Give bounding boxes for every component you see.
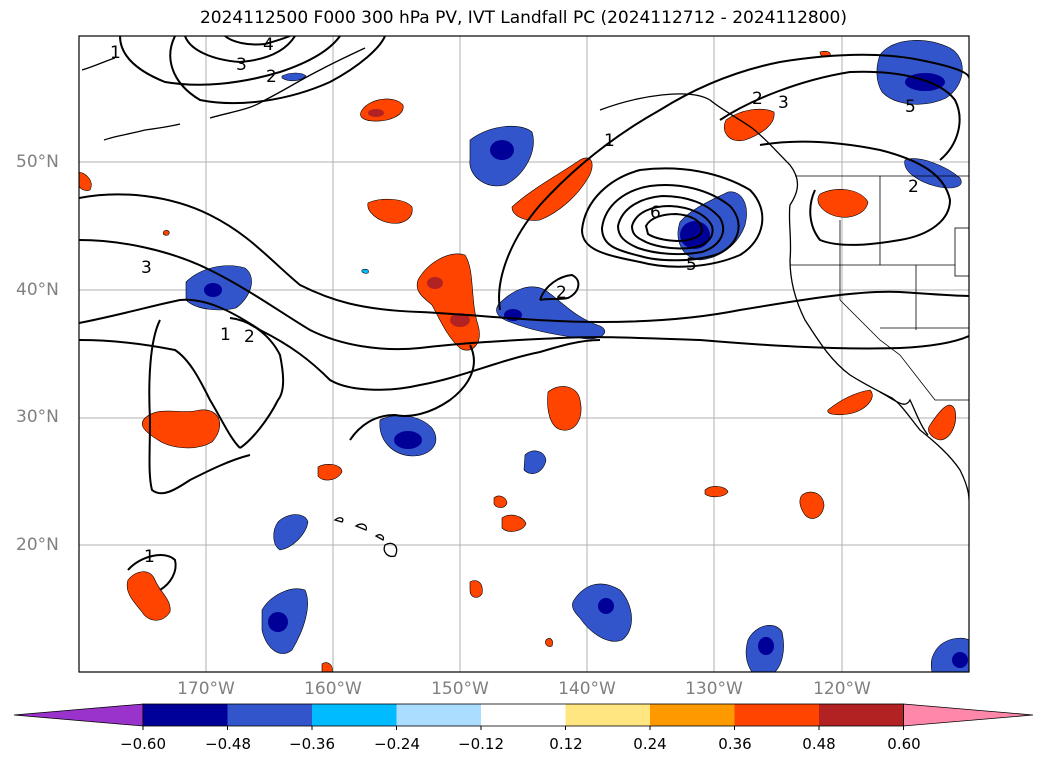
lon-label: 150°W xyxy=(431,679,489,699)
contour-label: 2 xyxy=(752,89,763,109)
colorbar-tick-label: −0.24 xyxy=(374,735,420,753)
contour-label: 5 xyxy=(686,255,697,275)
colorbar-tick-label: 0.48 xyxy=(802,735,836,753)
plot-frame xyxy=(78,35,970,673)
colorbar-tick-label: 0.12 xyxy=(549,735,583,753)
ivt-contours xyxy=(79,36,969,591)
colorbar-segment xyxy=(565,704,650,726)
positive-pc-areas xyxy=(79,50,956,672)
borders xyxy=(790,175,969,401)
lon-label: 160°W xyxy=(304,679,362,699)
map-plot-area: 4 3 2 1 3 1 2 2 1 6 5 2 3 1 5 2 xyxy=(79,35,969,672)
contour-label: 3 xyxy=(236,55,247,75)
colorbar-segment xyxy=(481,704,566,726)
colorbar-extend-left xyxy=(13,703,144,727)
contour-label: 5 xyxy=(905,97,916,117)
contour-label: 1 xyxy=(220,325,231,345)
colorbar-segment xyxy=(312,704,397,726)
contour-label: 1 xyxy=(110,43,121,63)
contour-label: 2 xyxy=(908,177,919,197)
lon-label: 140°W xyxy=(558,679,616,699)
colorbar-segment xyxy=(227,704,312,726)
contour-label: 3 xyxy=(778,93,789,113)
colorbar-tick-label: 0.60 xyxy=(887,735,921,753)
colorbar-tick-label: 0.24 xyxy=(633,735,667,753)
map-title: 2024112500 F000 300 hPa PV, IVT Landfall… xyxy=(199,8,847,28)
colorbar-segment xyxy=(819,704,904,726)
contour-label: 2 xyxy=(244,327,255,347)
contour-label: 1 xyxy=(604,131,615,151)
contour-label: 2 xyxy=(266,67,277,87)
lat-label: 30°N xyxy=(16,407,59,427)
colorbar-segment xyxy=(143,704,228,726)
colorbar-tick-label: −0.60 xyxy=(120,735,166,753)
contour-label: 2 xyxy=(556,283,567,303)
colorbar-segment xyxy=(396,704,481,726)
colorbar-frame xyxy=(142,703,904,727)
colorbar xyxy=(13,703,1034,730)
lon-label: 130°W xyxy=(685,679,743,699)
contour-labels: 4 3 2 1 3 1 2 2 1 6 5 2 3 1 5 2 xyxy=(110,35,919,567)
colorbar-segment xyxy=(650,704,735,726)
contour-label: 6 xyxy=(650,203,661,223)
colorbar-segment xyxy=(734,704,819,726)
colorbar-extend-right xyxy=(903,703,1034,727)
contour-label: 3 xyxy=(141,258,152,278)
lon-label: 120°W xyxy=(813,679,871,699)
coastlines xyxy=(81,47,969,558)
lon-label: 170°W xyxy=(177,679,235,699)
lat-label: 40°N xyxy=(16,280,59,300)
contour-label: 1 xyxy=(144,547,155,567)
colorbar-tick-label: −0.12 xyxy=(458,735,504,753)
colorbar-tick-label: −0.48 xyxy=(205,735,251,753)
lat-label: 50°N xyxy=(16,152,59,172)
contour-label: 4 xyxy=(263,35,274,55)
colorbar-tick-label: 0.36 xyxy=(718,735,752,753)
lat-label: 20°N xyxy=(16,535,59,555)
colorbar-tick-label: −0.36 xyxy=(289,735,335,753)
